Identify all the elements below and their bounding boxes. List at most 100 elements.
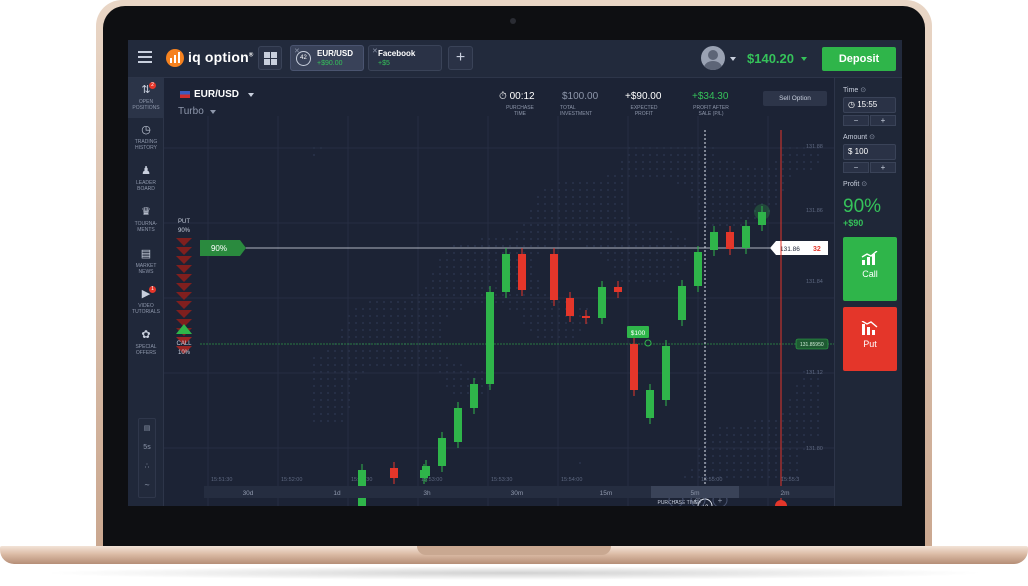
- indicators-icon[interactable]: ∼: [144, 482, 150, 489]
- map-dot: [802, 440, 806, 444]
- map-dot: [578, 461, 582, 465]
- timeframe-active[interactable]: [651, 486, 739, 498]
- map-dot: [396, 321, 400, 325]
- map-dot: [816, 405, 820, 409]
- map-dot: [361, 314, 365, 318]
- map-dot: [501, 251, 505, 255]
- map-dot: [634, 160, 638, 164]
- map-dot: [732, 223, 736, 227]
- tab-profit: +$90.00: [317, 60, 343, 67]
- map-dot: [781, 153, 785, 157]
- map-dot: [480, 293, 484, 297]
- map-dot: [781, 461, 785, 465]
- map-dot: [620, 167, 624, 171]
- map-dot: [725, 454, 729, 458]
- chart-type-icon[interactable]: ▤: [143, 425, 151, 432]
- map-dot: [774, 461, 778, 465]
- map-dot: [613, 216, 617, 220]
- close-icon[interactable]: ✕: [372, 48, 378, 55]
- map-dot: [543, 209, 547, 213]
- map-dot: [725, 475, 729, 479]
- tab-sparkline: +$5: [378, 60, 390, 67]
- sidebar-item-special-offers[interactable]: ✿ SPECIAL OFFERS: [128, 329, 164, 356]
- map-dot: [781, 440, 785, 444]
- x-tick-label: 15:52:00: [281, 477, 302, 483]
- map-dot: [606, 188, 610, 192]
- candle-body: [694, 252, 702, 286]
- map-dot: [473, 272, 477, 276]
- map-dot: [326, 356, 330, 360]
- map-dot: [515, 307, 519, 311]
- chevron-down-icon[interactable]: [248, 93, 254, 97]
- deposit-button[interactable]: Deposit: [822, 47, 896, 71]
- amount-field[interactable]: $ 100: [843, 144, 896, 160]
- sidebar-item-leaderboard[interactable]: ♟ LEADER BOARD: [128, 165, 164, 192]
- sidebar-item-video-tutorials[interactable]: ▶ 1 VIDEO TUTORIALS: [128, 286, 164, 315]
- amount-decrement-button[interactable]: −: [843, 162, 869, 173]
- map-dot: [529, 300, 533, 304]
- info-icon: ⊙: [869, 134, 875, 141]
- sidebar-item-trading-history[interactable]: ◷ TRADING HISTORY: [128, 124, 164, 151]
- avatar[interactable]: [701, 46, 725, 70]
- sidebar-item-open-positions[interactable]: ⇅ 2 OPEN POSITIONS: [128, 78, 164, 118]
- map-dot: [466, 391, 470, 395]
- layout-grid-button[interactable]: [258, 46, 282, 70]
- call-button[interactable]: Call: [843, 237, 897, 301]
- map-dot: [396, 300, 400, 304]
- sidebar-item-market-news[interactable]: ▤ MARKET NEWS: [128, 248, 164, 275]
- map-dot: [333, 398, 337, 402]
- balance-display[interactable]: $140.20: [747, 51, 794, 66]
- map-dot: [816, 391, 820, 395]
- map-dot: [655, 230, 659, 234]
- time-decrement-button[interactable]: −: [843, 115, 869, 126]
- map-dot: [452, 286, 456, 290]
- map-dot: [445, 251, 449, 255]
- sell-option-button[interactable]: Sell Option: [763, 91, 827, 106]
- chevron-down-icon[interactable]: [730, 57, 736, 61]
- chevron-down-icon[interactable]: [801, 57, 807, 61]
- map-dot: [340, 391, 344, 395]
- map-dot: [809, 377, 813, 381]
- tab-facebook[interactable]: ✕ Facebook +$5: [368, 45, 442, 71]
- map-dot: [536, 279, 540, 283]
- map-dot: [795, 391, 799, 395]
- map-dot: [746, 433, 750, 437]
- map-dot: [746, 174, 750, 178]
- hamburger-menu-icon[interactable]: [138, 51, 152, 63]
- map-dot: [431, 307, 435, 311]
- map-dot: [620, 272, 624, 276]
- sidebar-item-tournaments[interactable]: ♛ TOURNA- MENTS: [128, 206, 164, 233]
- map-dot: [529, 237, 533, 241]
- interval-button[interactable]: 5s: [143, 444, 151, 451]
- map-dot: [578, 321, 582, 325]
- candle-body: [390, 468, 398, 478]
- map-dot: [809, 405, 813, 409]
- map-dot: [816, 412, 820, 416]
- map-dot: [515, 251, 519, 255]
- map-dot: [361, 356, 365, 360]
- time-increment-button[interactable]: +: [870, 115, 896, 126]
- expiration-flag-icon: [775, 500, 787, 506]
- time-field[interactable]: ◷ 15:55: [843, 97, 896, 113]
- map-dot: [466, 244, 470, 248]
- map-dot: [424, 335, 428, 339]
- add-tab-button[interactable]: +: [448, 46, 473, 70]
- map-dot: [431, 328, 435, 332]
- price-chart[interactable]: 131.88 131.86 131.84 131.12 131.80 15:51:30 15…: [164, 78, 834, 506]
- drawing-tools-icon[interactable]: ∴: [144, 463, 150, 470]
- tab-eur-usd[interactable]: ✕ 42 EUR/USD +$90.00: [290, 45, 364, 71]
- chevron-down-icon[interactable]: [210, 110, 216, 114]
- map-dot: [725, 223, 729, 227]
- map-dot: [802, 419, 806, 423]
- asset-selector[interactable]: EUR/USD: [194, 89, 240, 100]
- map-dot: [655, 160, 659, 164]
- amount-increment-button[interactable]: +: [870, 162, 896, 173]
- put-button[interactable]: Put: [843, 307, 897, 371]
- map-dot: [571, 321, 575, 325]
- map-dot: [774, 160, 778, 164]
- map-dot: [641, 244, 645, 248]
- map-dot: [599, 237, 603, 241]
- close-icon[interactable]: ✕: [294, 48, 300, 55]
- map-dot: [802, 426, 806, 430]
- option-type-selector[interactable]: Turbo: [178, 106, 204, 117]
